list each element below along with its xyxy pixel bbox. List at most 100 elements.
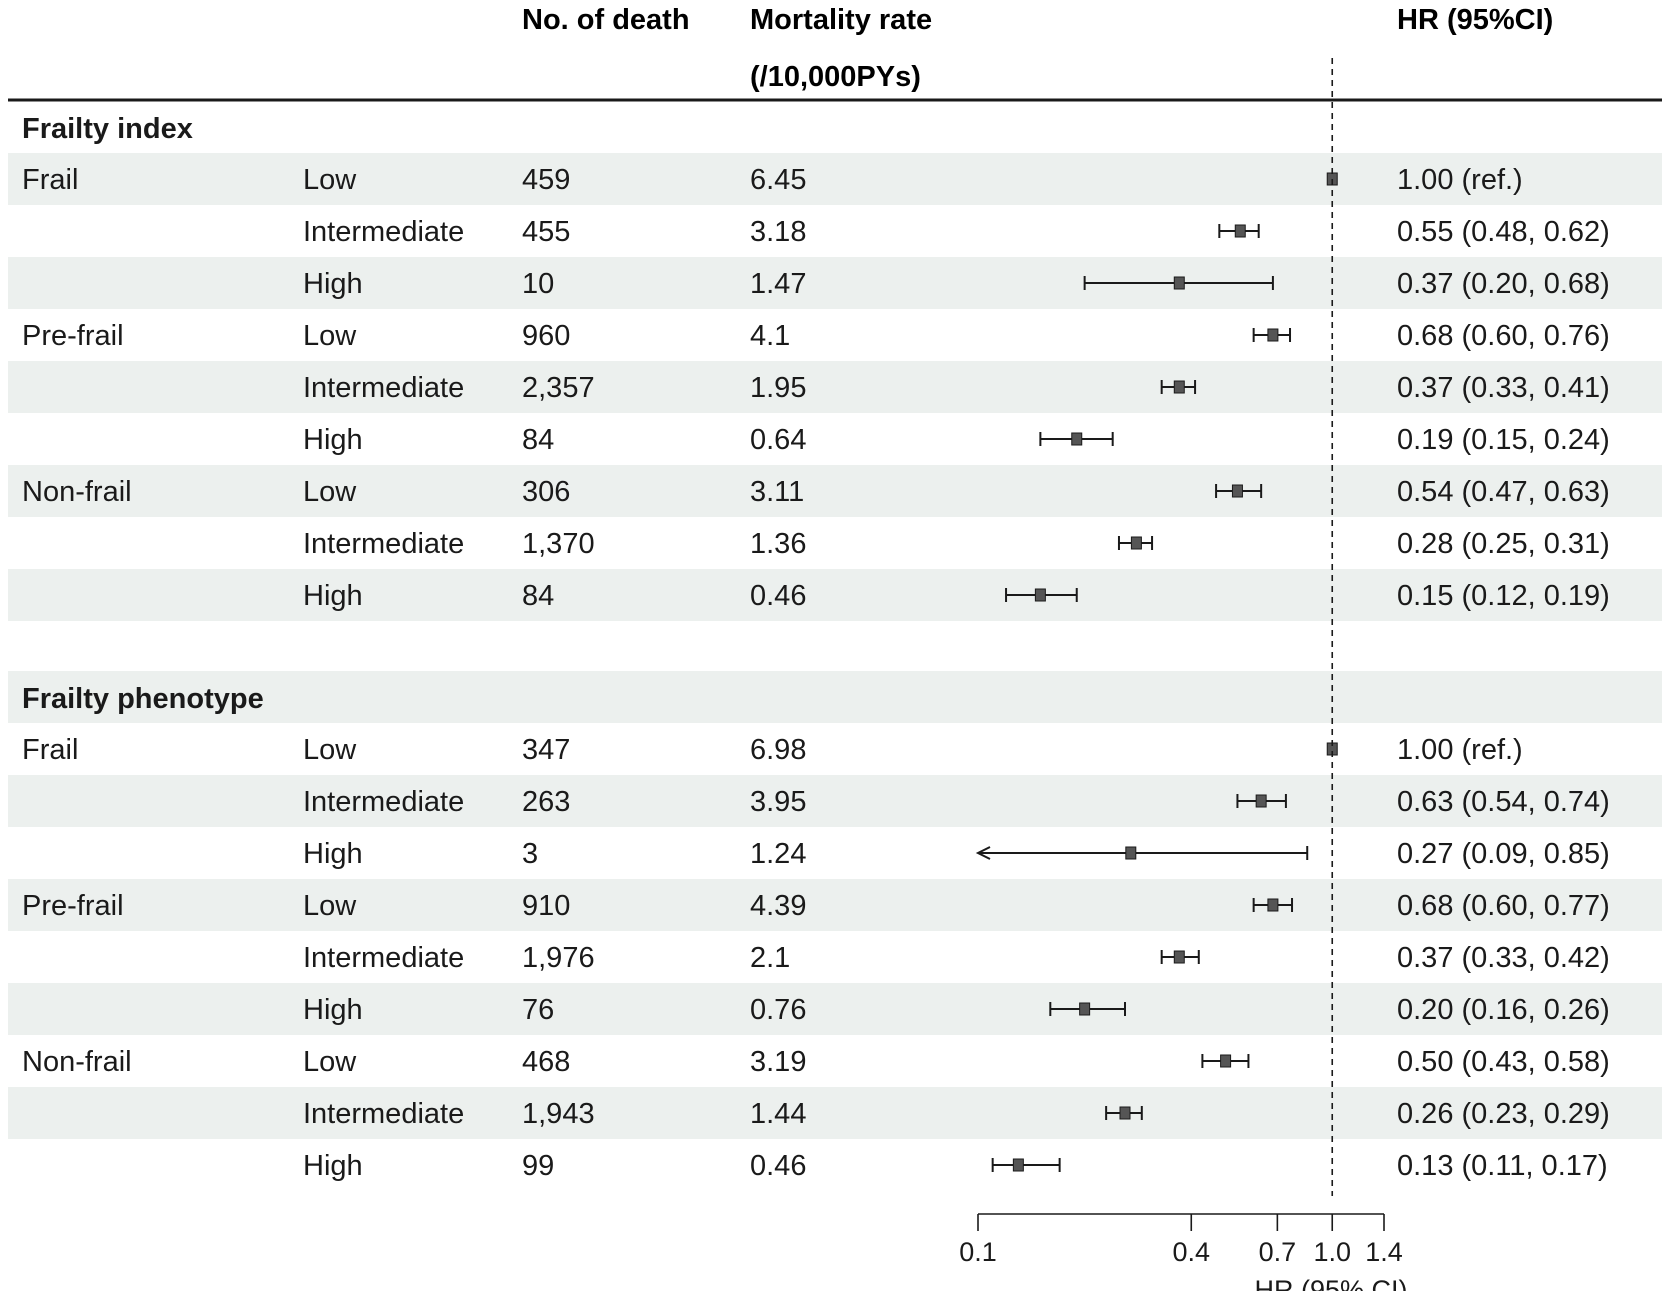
row-hr-text: 1.00 (ref.) [1397,734,1523,766]
hr-point [1119,1106,1131,1120]
row-rate-value: 6.98 [750,734,806,766]
x-tick-label: 0.1 [959,1237,997,1267]
row-hr-text: 1.00 (ref.) [1397,164,1523,196]
row-hr-text: 0.54 (0.47, 0.63) [1397,476,1610,508]
row-hr-text: 0.15 (0.12, 0.19) [1397,580,1610,612]
row-deaths-value: 306 [522,476,570,508]
row-deaths-value: 455 [522,216,570,248]
row-deaths-value: 263 [522,786,570,818]
row-deaths-value: 1,976 [522,942,595,974]
row-deaths-value: 84 [522,424,554,456]
row-band [8,569,1662,621]
row-hr-text: 0.19 (0.15, 0.24) [1397,424,1610,456]
row-deaths-value: 1,943 [522,1098,595,1130]
row-rate-value: 4.39 [750,890,806,922]
row-level-label: Intermediate [303,528,464,560]
row-deaths-value: 459 [522,164,570,196]
row-level-label: Low [303,164,357,196]
row-group-label: Pre-frail [22,890,124,922]
row-hr-text: 0.28 (0.25, 0.31) [1397,528,1610,560]
row-hr-text: 0.37 (0.33, 0.42) [1397,942,1610,974]
row-deaths-value: 347 [522,734,570,766]
header-hr: HR (95%CI) [1397,4,1553,36]
x-axis: 0.1 0.4 0.7 1.0 1.4 HR (95% CI) [959,1213,1408,1291]
row-band [8,1087,1662,1139]
row-rate-value: 3.95 [750,786,806,818]
row-group-label: Pre-frail [22,320,124,352]
hr-point [1173,276,1185,290]
hr-point [1231,484,1243,498]
hr-point [1034,588,1046,602]
row-rate-value: 1.47 [750,268,806,300]
row-hr-text: 0.63 (0.54, 0.74) [1397,786,1610,818]
row-bands [8,153,1662,1139]
row-rate-value: 3.11 [750,476,804,508]
header-rate-line2: (/10,000PYs) [750,61,921,93]
hr-point [1255,794,1267,808]
hr-point [1012,1158,1024,1172]
row-deaths-value: 76 [522,994,554,1026]
row-rate-value: 1.24 [750,838,806,870]
row-hr-text: 0.50 (0.43, 0.58) [1397,1046,1610,1078]
row-rate-value: 2.1 [750,942,790,974]
row-rate-value: 1.36 [750,528,806,560]
row-band [8,879,1662,931]
row-deaths-value: 468 [522,1046,570,1078]
row-rate-value: 1.95 [750,372,806,404]
row-band [8,361,1662,413]
row-rate-value: 0.76 [750,994,806,1026]
header-deaths: No. of death [522,4,690,36]
x-tick-label: 1.4 [1365,1237,1403,1267]
hr-point [1173,950,1185,964]
row-group-label: Frail [22,734,78,766]
row-hr-text: 0.68 (0.60, 0.76) [1397,320,1610,352]
hr-point [1267,328,1279,342]
hr-point [1267,898,1279,912]
row-hr-text: 0.37 (0.33, 0.41) [1397,372,1610,404]
row-level-label: Intermediate [303,786,464,818]
row-level-label: High [303,838,363,870]
row-rate-value: 3.19 [750,1046,806,1078]
hr-point [1125,846,1137,860]
row-level-label: Low [303,890,357,922]
row-group-label: Non-frail [22,1046,132,1078]
row-level-label: High [303,994,363,1026]
row-level-label: Low [303,734,357,766]
row-hr-text: 0.68 (0.60, 0.77) [1397,890,1610,922]
row-deaths-value: 2,357 [522,372,595,404]
row-level-label: High [303,580,363,612]
row-level-label: Intermediate [303,372,464,404]
x-tick-label: 0.7 [1259,1237,1297,1267]
row-band [8,775,1662,827]
row-rate-value: 0.46 [750,580,806,612]
row-deaths-value: 84 [522,580,554,612]
row-level-label: Low [303,476,357,508]
hr-point [1071,432,1083,446]
row-rate-value: 1.44 [750,1098,806,1130]
row-deaths-value: 910 [522,890,570,922]
x-axis-label: HR (95% CI) [1254,1275,1407,1291]
row-hr-text: 0.20 (0.16, 0.26) [1397,994,1610,1026]
row-group-label: Frail [22,164,78,196]
row-level-label: Intermediate [303,942,464,974]
row-deaths-value: 10 [522,268,554,300]
row-hr-text: 0.27 (0.09, 0.85) [1397,838,1610,870]
row-hr-text: 0.55 (0.48, 0.62) [1397,216,1610,248]
row-deaths-value: 1,370 [522,528,595,560]
row-rate-value: 4.1 [750,320,790,352]
row-deaths-value: 99 [522,1150,554,1182]
row-level-label: Low [303,320,357,352]
row-rate-value: 3.18 [750,216,806,248]
section-title: Frailty phenotype [22,683,264,715]
row-group-label: Non-frail [22,476,132,508]
row-band [8,983,1662,1035]
row-band [8,153,1662,205]
hr-point [1220,1054,1232,1068]
row-band [8,257,1662,309]
hr-point [1234,224,1246,238]
row-deaths-value: 960 [522,320,570,352]
ci-truncation-arrow [975,846,991,860]
row-band [8,465,1662,517]
row-level-label: Low [303,1046,357,1078]
